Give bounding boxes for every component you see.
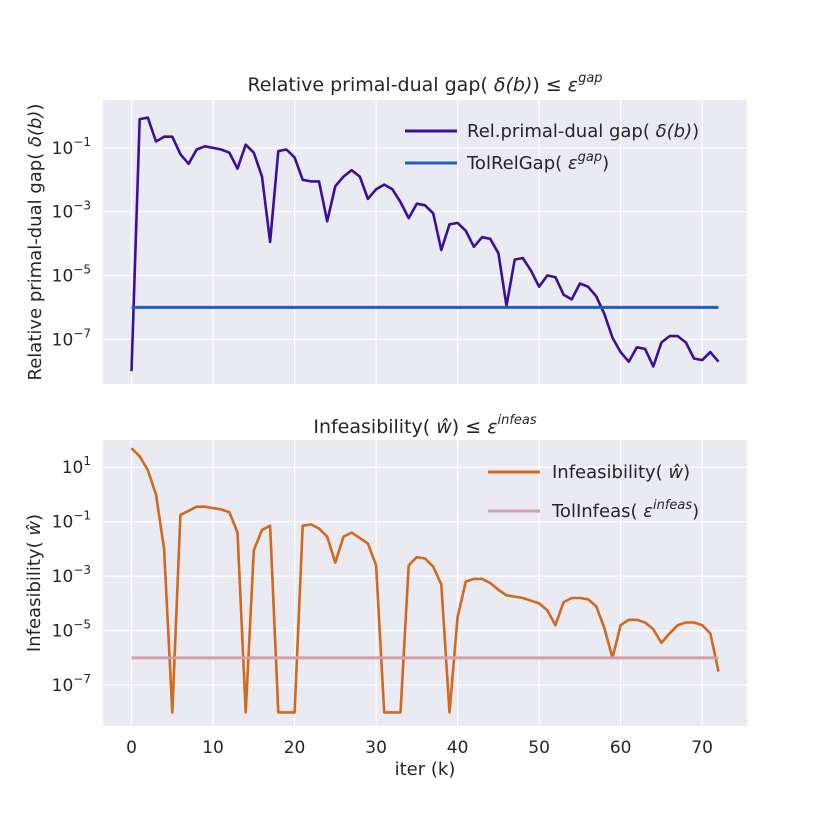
legend-label-infeasibility: Infeasibility( ŵ) bbox=[552, 462, 690, 483]
bottom-series-infeasibility-line bbox=[130, 447, 720, 714]
top-legend: Rel.primal-dual gap( δ(b)) TolRelGap( εg… bbox=[405, 121, 699, 174]
bottom-y-tick-label: 10−1 bbox=[52, 509, 91, 533]
x-tick-label: 50 bbox=[528, 738, 550, 758]
x-axis-label: iter (k) bbox=[395, 759, 456, 780]
x-tick-label: 20 bbox=[284, 738, 306, 758]
top-series-group bbox=[130, 116, 720, 372]
legend-label-tolinfeas: TolInfeas( εinfeas) bbox=[551, 498, 699, 522]
x-tick-label: 0 bbox=[126, 738, 137, 758]
x-tick-label: 40 bbox=[447, 738, 469, 758]
top-y-tick-labels: 10−7 10−5 10−3 10−1 bbox=[52, 135, 91, 350]
bottom-y-tick-label: 10−5 bbox=[52, 618, 91, 642]
bottom-y-tick-label: 10−3 bbox=[52, 563, 91, 587]
top-y-tick-label: 10−7 bbox=[52, 326, 91, 350]
bottom-series-group bbox=[130, 447, 720, 714]
top-y-tick-label: 10−5 bbox=[52, 263, 91, 287]
x-tick-labels: 0 10 20 30 40 50 60 70 bbox=[126, 738, 713, 758]
x-tick-label: 70 bbox=[691, 738, 713, 758]
bottom-y-tick-label: 101 bbox=[62, 454, 91, 478]
x-tick-label: 30 bbox=[365, 738, 387, 758]
legend-label-tolrelgap: TolRelGap( εgap) bbox=[466, 150, 609, 174]
top-y-axis-label: Relative primal-dual gap( δ(b)) bbox=[25, 104, 46, 381]
top-series-gap-line bbox=[130, 116, 720, 372]
bottom-panel: 10−7 10−5 10−3 10−1 101 0 10 20 30 40 50 60 70 Infe… bbox=[24, 413, 747, 780]
legend-label-gap: Rel.primal-dual gap( δ(b)) bbox=[467, 121, 699, 142]
bottom-legend: Infeasibility( ŵ) TolInfeas( εinfeas) bbox=[488, 462, 699, 522]
bottom-y-axis-label: Infeasibility( ŵ) bbox=[24, 514, 45, 652]
top-y-tick-label: 10−3 bbox=[52, 199, 91, 223]
top-panel: 10−7 10−5 10−3 10−1 Relative primal-dual ga… bbox=[25, 71, 747, 384]
x-tick-label: 10 bbox=[202, 738, 224, 758]
bottom-title: Infeasibility( ŵ) ≤ εinfeas bbox=[313, 413, 537, 438]
x-tick-label: 60 bbox=[610, 738, 632, 758]
bottom-plot-background bbox=[103, 440, 747, 726]
bottom-y-tick-label: 10−7 bbox=[52, 672, 91, 696]
top-y-tick-label: 10−1 bbox=[52, 135, 91, 159]
top-plot-background bbox=[103, 100, 747, 384]
bottom-y-tick-labels: 10−7 10−5 10−3 10−1 101 bbox=[52, 454, 91, 696]
top-title: Relative primal-dual gap( δ(b)) ≤ εgap bbox=[247, 71, 602, 96]
